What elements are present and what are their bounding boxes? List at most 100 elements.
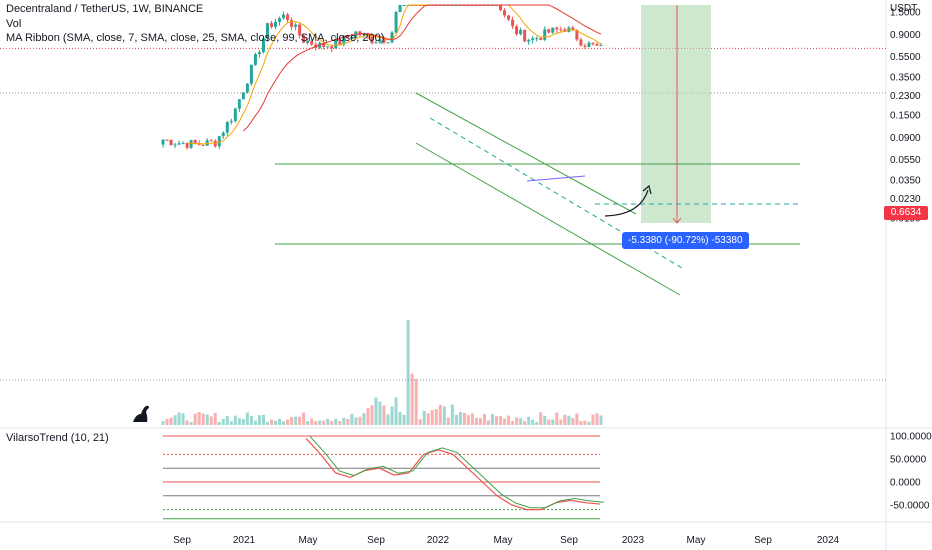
volume-bar xyxy=(414,379,418,425)
volume-bar xyxy=(402,414,406,425)
time-tick-label: 2024 xyxy=(817,535,840,546)
candle xyxy=(386,42,390,44)
volume-bar xyxy=(338,420,342,425)
volume-bar xyxy=(382,405,386,425)
volume-bar xyxy=(350,413,354,425)
time-tick-label: Sep xyxy=(754,535,772,546)
time-tick-label: May xyxy=(687,535,706,546)
candle xyxy=(233,108,237,122)
candle xyxy=(543,29,547,40)
volume-bar xyxy=(426,413,430,425)
candle xyxy=(173,144,177,146)
candle xyxy=(310,41,314,45)
volume-bar xyxy=(591,414,595,425)
candle xyxy=(306,41,310,43)
price-tick-label: 0.9000 xyxy=(890,30,921,41)
volume-bar xyxy=(491,414,495,425)
candle xyxy=(205,140,209,146)
candle xyxy=(237,99,241,109)
oscillator-legend: VilarsoTrend (10, 21) xyxy=(6,432,109,444)
volume-bar xyxy=(503,418,507,425)
candle xyxy=(579,39,583,46)
candle xyxy=(555,27,559,30)
volume-bar xyxy=(478,418,482,425)
measure-tag: -5.3380 (-90.72%) -53380 xyxy=(622,232,749,249)
candle xyxy=(322,43,326,47)
volume-bar xyxy=(261,414,265,425)
time-tick-label: Sep xyxy=(173,535,191,546)
volume-bar xyxy=(193,413,197,425)
volume-bar xyxy=(507,415,511,425)
volume-bar xyxy=(458,412,462,425)
candle xyxy=(527,40,531,42)
oscillator-tick-label: 50.0000 xyxy=(890,455,927,466)
volume-bar xyxy=(543,415,547,425)
candle xyxy=(390,32,394,43)
volume-bar xyxy=(495,416,499,425)
volume-bar xyxy=(434,409,438,425)
volume-bar xyxy=(547,419,551,425)
volume-bar xyxy=(486,420,490,425)
volume-bar xyxy=(394,397,398,425)
volume-bar xyxy=(511,421,515,425)
time-tick-label: May xyxy=(299,535,318,546)
candle xyxy=(575,30,579,40)
candle xyxy=(217,136,221,147)
volume-bar xyxy=(515,417,519,425)
candle xyxy=(346,35,350,38)
volume-bar xyxy=(310,418,314,425)
volume-bar xyxy=(567,415,571,425)
volume-bar xyxy=(450,404,454,425)
volume-bar xyxy=(189,421,193,425)
target-zone xyxy=(641,5,711,223)
volume-bar xyxy=(197,412,201,425)
candle xyxy=(398,5,402,13)
candle xyxy=(229,121,233,123)
price-tick-label: 0.0230 xyxy=(890,194,921,205)
volume-bar xyxy=(314,421,318,425)
candle xyxy=(185,143,189,148)
volume-bar xyxy=(442,406,446,425)
volume-bar xyxy=(322,420,326,425)
candle xyxy=(511,19,515,27)
candle xyxy=(591,42,595,45)
volume-bar xyxy=(302,412,306,425)
candle xyxy=(189,140,193,148)
candle xyxy=(326,46,330,48)
volume-bar xyxy=(527,416,531,425)
dinosaur-logo-icon xyxy=(133,405,149,422)
target-arrow-head xyxy=(672,217,682,224)
volume-bar xyxy=(523,421,527,425)
candles xyxy=(161,5,603,150)
candle xyxy=(169,139,173,146)
volume-bar xyxy=(378,401,382,425)
candle xyxy=(523,29,527,42)
candle xyxy=(261,38,265,53)
volume-bar xyxy=(575,413,579,425)
candle xyxy=(225,122,229,133)
volume-bar xyxy=(253,420,257,425)
volume-bar xyxy=(579,421,583,425)
candle xyxy=(539,38,543,40)
candle xyxy=(374,42,378,44)
volume-bar xyxy=(257,415,261,425)
candle xyxy=(519,29,523,35)
ma-ribbon-legend: MA Ribbon (SMA, close, 7, SMA, close, 25… xyxy=(6,32,385,44)
volume-bar xyxy=(294,416,298,425)
candle xyxy=(531,38,535,41)
candle xyxy=(378,39,382,43)
volume-bar xyxy=(410,373,414,425)
volume-bar xyxy=(366,408,370,425)
candle xyxy=(193,140,197,144)
candle xyxy=(370,36,374,44)
candle xyxy=(535,38,539,40)
time-tick-label: 2022 xyxy=(427,535,450,546)
volume-bar xyxy=(161,421,165,425)
volume-bar xyxy=(185,420,189,425)
volume-bars xyxy=(161,320,603,425)
candle xyxy=(362,33,366,36)
volume-bar xyxy=(177,412,181,425)
volume-bar xyxy=(539,412,543,425)
candle xyxy=(265,23,269,39)
